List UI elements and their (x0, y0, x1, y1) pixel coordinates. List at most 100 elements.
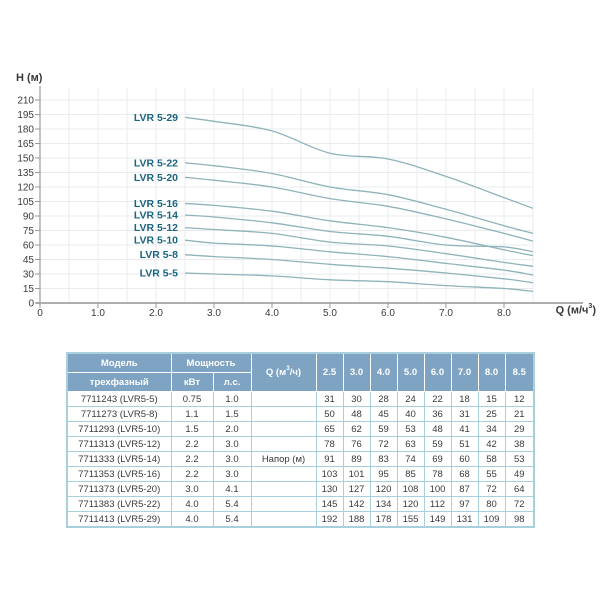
spec-table-section: Модель Мощность Q (м3/ч) 2.5 3.0 4.0 5.0 6.0… (66, 352, 535, 528)
curve-label-lvr-5-29: LVR 5-29 (134, 112, 178, 124)
head-value-cell: 78 (315, 436, 344, 452)
y-tick-label: 60 (23, 241, 35, 252)
y-tick-label: 75 (23, 226, 35, 237)
head-value-cell: 87 (450, 481, 479, 497)
curve-lvr-5-16 (184, 202, 534, 257)
head-value-cell: 51 (450, 436, 479, 452)
head-value-cell: 25 (477, 406, 506, 422)
head-value-cell: 131 (450, 511, 479, 528)
col-header-model-sub: трехфазный (66, 372, 172, 392)
head-value-cell: 65 (315, 421, 344, 437)
head-value-cell: 62 (342, 421, 371, 437)
model-cell: 7711293 (LVR5-10) (66, 421, 172, 437)
head-value-cell: 36 (423, 406, 452, 422)
col-header-model: Модель (66, 352, 172, 373)
y-tick-label: 105 (17, 197, 34, 208)
model-cell: 7711243 (LVR5-5) (66, 391, 172, 407)
head-value-cell: 24 (396, 391, 425, 407)
head-value-cell: 28 (369, 391, 398, 407)
x-tick-label: 4.0 (265, 308, 279, 319)
head-value-cell: 155 (396, 511, 425, 528)
curve-label-lvr-5-20: LVR 5-20 (134, 172, 178, 184)
head-value-cell: 49 (504, 466, 535, 482)
kw-cell: 2.2 (170, 466, 214, 482)
head-value-cell: 68 (450, 466, 479, 482)
head-value-cell: 58 (477, 451, 506, 467)
head-value-cell: 72 (369, 436, 398, 452)
y-tick-label: 150 (17, 154, 34, 165)
y-tick-label: 210 (17, 96, 34, 107)
head-value-cell: 112 (423, 496, 452, 512)
head-value-cell: 80 (477, 496, 506, 512)
head-value-cell: 91 (315, 451, 344, 467)
head-value-cell: 188 (342, 511, 371, 528)
head-value-cell: 130 (315, 481, 344, 497)
curve-lvr-5-8 (184, 254, 534, 284)
q-header-text: Q (м (265, 367, 287, 379)
kw-cell: 0.75 (170, 391, 214, 407)
napor-cell: Напор (м) (250, 451, 317, 467)
head-value-cell: 95 (369, 466, 398, 482)
y-tick-label: 0 (28, 299, 34, 310)
head-value-cell: 72 (504, 496, 535, 512)
kw-cell: 4.0 (170, 511, 214, 528)
curve-label-lvr-5-8: LVR 5-8 (140, 249, 178, 261)
model-cell: 7711333 (LVR5-14) (66, 451, 172, 467)
table-row: 7711373 (LVR5-20) 3.0 4.1 130 127 120 108 100 87… (66, 481, 535, 497)
col-header-flow-3.0: 3.0 (342, 352, 371, 392)
curve-lvr-5-5 (184, 272, 534, 293)
hp-cell: 1.5 (212, 406, 252, 422)
x-axis-title-text: Q (м/ч (555, 304, 589, 317)
table-row: 7711313 (LVR5-12) 2.2 3.0 78 76 72 63 59 51 42 38 (66, 436, 535, 452)
table-row: 7711273 (LVR5-8) 1.1 1.5 50 48 45 40 36 31 25 21 (66, 406, 535, 422)
curve-label-lvr-5-5: LVR 5-5 (140, 268, 178, 280)
head-value-cell: 31 (315, 391, 344, 407)
kw-cell: 1.1 (170, 406, 214, 422)
header-row-1: Модель Мощность Q (м3/ч) 2.5 3.0 4.0 5.0 6.0… (66, 352, 535, 392)
chart-canvas: 0 1.0 2.0 3.0 4.0 5.0 6.0 7.0 8.0 0 15 30 45 60 75 90 10… (17, 86, 583, 319)
napor-cell (250, 511, 317, 528)
head-value-cell: 103 (315, 466, 344, 482)
table-row: 7711353 (LVR5-16) 2.2 3.0 103 101 95 85 78 68 55 4… (66, 466, 535, 482)
y-axis-title: H (м) (16, 72, 43, 84)
y-tick-label: 30 (23, 270, 35, 281)
col-header-flow-6.0: 6.0 (423, 352, 452, 392)
table-row: 7711293 (LVR5-10) 1.5 2.0 65 62 59 53 48 41 34 29 (66, 421, 535, 437)
col-header-kw: кВт (170, 372, 214, 392)
header-row-2: трехфазный кВт л.с. (66, 372, 534, 392)
head-value-cell: 97 (450, 496, 479, 512)
head-value-cell: 45 (369, 406, 398, 422)
col-header-flow-2.5: 2.5 (315, 352, 344, 392)
kw-cell: 1.5 (170, 421, 214, 437)
head-value-cell: 59 (369, 421, 398, 437)
head-value-cell: 83 (369, 451, 398, 467)
head-value-cell: 15 (477, 391, 506, 407)
head-value-cell: 134 (369, 496, 398, 512)
head-value-cell: 69 (423, 451, 452, 467)
curve-lvr-5-10 (184, 239, 534, 276)
hp-cell: 5.4 (212, 496, 252, 512)
kw-cell: 3.0 (170, 481, 214, 497)
head-value-cell: 12 (504, 391, 535, 407)
head-value-cell: 18 (450, 391, 479, 407)
col-header-flow-8.5: 8.5 (504, 352, 535, 392)
curve-label-lvr-5-14: LVR 5-14 (134, 210, 178, 222)
head-value-cell: 145 (315, 496, 344, 512)
y-tick-label: 195 (17, 110, 34, 121)
head-value-cell: 21 (504, 406, 535, 422)
q-header-sup: 3 (286, 365, 290, 373)
head-value-cell: 89 (342, 451, 371, 467)
head-value-cell: 64 (504, 481, 535, 497)
hp-cell: 4.1 (212, 481, 252, 497)
curve-label-lvr-5-16: LVR 5-16 (134, 198, 178, 210)
hp-cell: 1.0 (212, 391, 252, 407)
curve-lvr-5-29 (184, 116, 534, 209)
model-cell: 7711373 (LVR5-20) (66, 481, 172, 497)
y-tick-label: 135 (17, 168, 34, 179)
head-value-cell: 127 (342, 481, 371, 497)
y-tick-label: 165 (17, 139, 34, 150)
table-row: 7711243 (LVR5-5) 0.75 1.0 31 30 28 24 22 18 15 12 (66, 391, 535, 407)
curve-lvr-5-14 (184, 214, 534, 253)
kw-cell: 2.2 (170, 436, 214, 452)
col-header-q: Q (м3/ч) (250, 352, 317, 392)
